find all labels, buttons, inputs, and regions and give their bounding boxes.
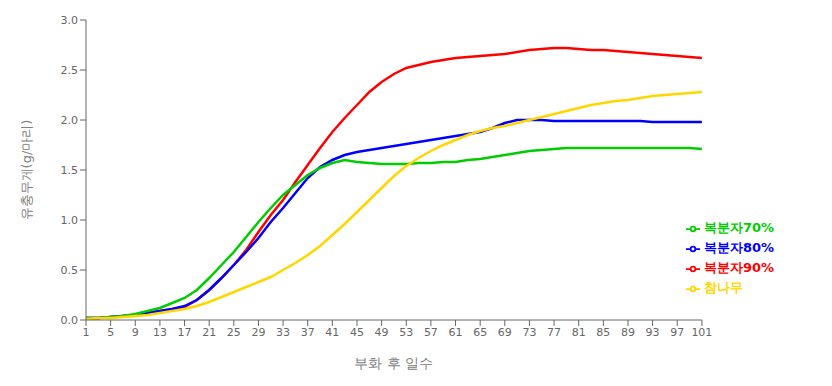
svg-text:53: 53 [399, 326, 413, 339]
svg-text:21: 21 [202, 326, 216, 339]
svg-text:부화 후 일수: 부화 후 일수 [354, 355, 433, 371]
svg-text:17: 17 [178, 326, 192, 339]
svg-text:41: 41 [325, 326, 339, 339]
svg-text:2.5: 2.5 [61, 64, 79, 77]
html-text:복분자80%: 복분자80% [703, 240, 774, 255]
svg-text:29: 29 [251, 326, 265, 339]
svg-text:57: 57 [424, 326, 438, 339]
html-text:복분자90%: 복분자90% [703, 260, 774, 275]
svg-text:45: 45 [350, 326, 364, 339]
svg-text:1.0: 1.0 [61, 214, 79, 227]
svg-text:77: 77 [547, 326, 561, 339]
svg-text:13: 13 [153, 326, 167, 339]
svg-text:9: 9 [132, 326, 139, 339]
svg-text:97: 97 [670, 326, 684, 339]
svg-text:73: 73 [522, 326, 536, 339]
svg-text:1.5: 1.5 [61, 164, 79, 177]
svg-text:1: 1 [83, 326, 90, 339]
svg-text:69: 69 [498, 326, 512, 339]
svg-text:101: 101 [691, 326, 712, 339]
svg-text:89: 89 [621, 326, 635, 339]
svg-text:65: 65 [473, 326, 487, 339]
svg-text:25: 25 [227, 326, 241, 339]
svg-text:2.0: 2.0 [61, 114, 79, 127]
svg-text:3.0: 3.0 [61, 14, 79, 27]
svg-text:85: 85 [596, 326, 610, 339]
svg-text:33: 33 [276, 326, 290, 339]
svg-text:5: 5 [107, 326, 114, 339]
svg-text:37: 37 [301, 326, 315, 339]
svg-text:유충무게(g/마리): 유충무게(g/마리) [19, 120, 34, 221]
svg-text:49: 49 [375, 326, 389, 339]
svg-text:0.0: 0.0 [61, 314, 79, 327]
svg-text:0.5: 0.5 [61, 264, 79, 277]
svg-text:81: 81 [572, 326, 586, 339]
html-text:복분자70%: 복분자70% [703, 220, 774, 235]
svg-text:61: 61 [449, 326, 463, 339]
html-text:참나무: 참나무 [703, 280, 743, 295]
svg-text:93: 93 [646, 326, 660, 339]
